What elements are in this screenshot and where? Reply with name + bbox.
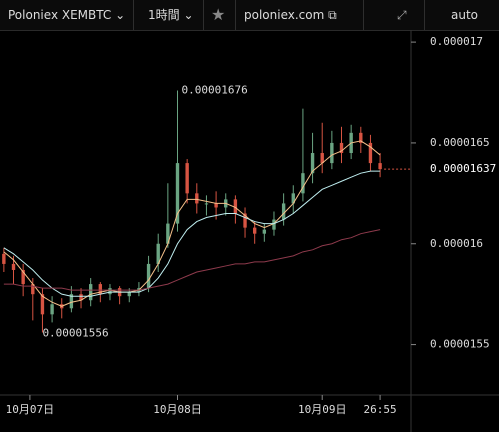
candle-body bbox=[272, 219, 276, 230]
candle-body bbox=[31, 284, 35, 295]
x-tick-label: 10月07日 bbox=[6, 403, 55, 416]
site-text: poloniex.com bbox=[244, 8, 325, 22]
candle-body bbox=[146, 263, 151, 289]
separator bbox=[363, 0, 364, 30]
candle-body bbox=[88, 284, 93, 301]
candle-body bbox=[11, 263, 16, 270]
candle-body bbox=[175, 163, 180, 224]
candle-body bbox=[195, 193, 199, 204]
candle-body bbox=[2, 253, 6, 264]
y-tick-label: 0.0000155 bbox=[430, 338, 490, 351]
candle-body bbox=[185, 163, 189, 194]
candle-body bbox=[281, 203, 286, 220]
moving-average bbox=[3, 140, 381, 307]
candle-body bbox=[320, 153, 324, 164]
candle-body bbox=[233, 199, 238, 214]
candle-body bbox=[127, 292, 131, 297]
candle-body bbox=[69, 294, 74, 309]
candle-body bbox=[291, 193, 295, 204]
x-tick-label: 10月08日 bbox=[153, 403, 202, 416]
candle-body bbox=[21, 269, 25, 285]
candle-body bbox=[301, 173, 305, 194]
candle-body bbox=[98, 284, 103, 295]
last-price-box bbox=[412, 161, 499, 178]
candle-body bbox=[156, 243, 160, 264]
candle-body bbox=[339, 142, 344, 154]
candle-body bbox=[310, 153, 315, 174]
candle-body bbox=[166, 223, 170, 244]
separator bbox=[203, 0, 204, 30]
candle-body bbox=[359, 132, 363, 143]
last-price-label: 0.00001637 bbox=[430, 162, 496, 175]
moving-average bbox=[3, 170, 381, 297]
separator bbox=[424, 0, 425, 30]
low-label: 0.00001556 bbox=[42, 326, 108, 339]
candle-body bbox=[243, 213, 247, 228]
candle-body bbox=[50, 304, 54, 315]
moving-average bbox=[3, 229, 381, 291]
high-label: 0.00001676 bbox=[182, 83, 248, 96]
separator bbox=[235, 0, 236, 30]
toolbar: Poloniex XEMBTC ⌄ 1時間 ⌄ ★ poloniex.com ⧉… bbox=[0, 0, 499, 31]
separator bbox=[133, 0, 134, 30]
countdown: 26:55 bbox=[364, 403, 397, 416]
scale[interactable]: auto bbox=[451, 8, 479, 22]
y-tick-label: 0.0000165 bbox=[430, 136, 490, 149]
symbol-text: Poloniex XEMBTC bbox=[8, 8, 112, 22]
interval[interactable]: 1時間 ⌄ bbox=[148, 8, 194, 22]
candle-body bbox=[214, 203, 218, 208]
x-tick-label: 10月09日 bbox=[298, 403, 347, 416]
candle-body bbox=[368, 142, 373, 164]
symbol[interactable]: Poloniex XEMBTC ⌄ bbox=[8, 8, 126, 22]
candle-body bbox=[40, 294, 45, 315]
candle-body bbox=[252, 227, 257, 234]
candle-body bbox=[330, 142, 334, 164]
site[interactable]: poloniex.com ⧉ bbox=[244, 8, 337, 22]
candle-body bbox=[79, 294, 83, 301]
candle-body bbox=[378, 163, 382, 170]
fullscreen-icon[interactable]: ⤢ bbox=[397, 8, 407, 22]
candle-body bbox=[204, 203, 209, 205]
star-icon[interactable]: ★ bbox=[211, 5, 226, 24]
y-tick-label: 0.000016 bbox=[430, 237, 483, 250]
candle-body bbox=[108, 288, 112, 295]
y-tick-label: 0.000017 bbox=[430, 35, 483, 48]
candle-body bbox=[262, 229, 267, 234]
interval-text: 1時間 bbox=[148, 8, 180, 22]
